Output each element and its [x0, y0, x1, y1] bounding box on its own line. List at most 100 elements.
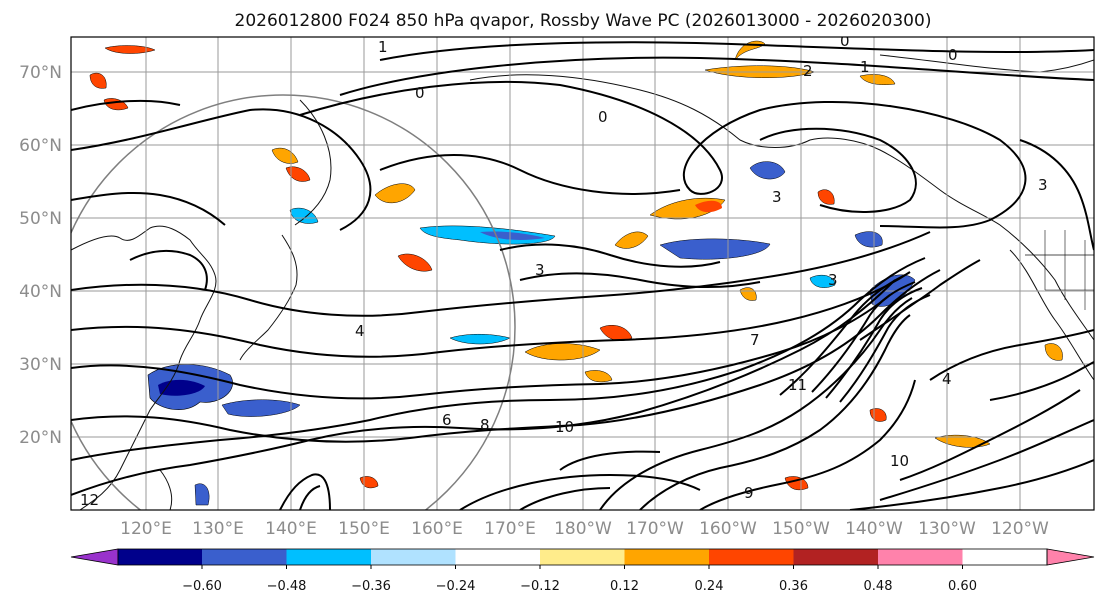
- neg-blob-east-of-japan: [221, 399, 301, 417]
- pos-blob-central-pac: [584, 370, 613, 383]
- lat-label: 60°N: [19, 136, 62, 156]
- lon-label: 160°E: [411, 519, 463, 539]
- contour-label: 9: [744, 484, 754, 502]
- contour-label: 0: [840, 32, 850, 50]
- pos-blob-kamchatka: [374, 183, 416, 204]
- colorbar-segment: [709, 549, 794, 565]
- lat-label: 20°N: [19, 428, 62, 448]
- contour-label: 4: [942, 370, 952, 388]
- figure-title: 2026012800 F024 850 hPa qvapor, Rossby W…: [235, 11, 932, 31]
- lon-label: 120°W: [991, 519, 1049, 539]
- neg-blob-gulf-alaska: [749, 161, 786, 180]
- pos-blob-north-pac-1-core: [695, 200, 722, 213]
- colorbar-tick-label: −0.36: [351, 579, 391, 594]
- colorbar-segment: [371, 549, 456, 565]
- lat-label: 50°N: [19, 209, 62, 229]
- contour-label: 10: [890, 452, 909, 470]
- neg-blob-western-pacific-core: [158, 379, 205, 396]
- contour-label: 3: [535, 261, 545, 279]
- borders-us-states: [1044, 230, 1094, 310]
- lon-label: 150°E: [338, 519, 390, 539]
- colorbar-segment: [878, 549, 963, 565]
- pos-blob-gulf-alaska: [817, 189, 835, 205]
- lon-label: 120°E: [120, 519, 172, 539]
- lon-label: 130°W: [918, 519, 976, 539]
- pos-blob-hawaii: [524, 343, 601, 361]
- colorbar: −0.60 −0.48 −0.36 −0.24 −0.12 0.12 0.24 0.36 0.4…: [70, 548, 1095, 594]
- contour-label: 7: [750, 331, 760, 349]
- colorbar-ticks: −0.60 −0.48 −0.36 −0.24 −0.12 0.12 0.24 0.36 0.4…: [182, 565, 977, 594]
- coast-kamchatka: [294, 99, 332, 226]
- colorbar-segment: [793, 549, 878, 565]
- coast-philippines: [159, 469, 173, 510]
- colorbar-frame: [117, 548, 1048, 566]
- lon-label: 170°W: [626, 519, 684, 539]
- longitude-labels: 120°E 130°E 140°E 150°E 160°E 170°E 180°…: [120, 519, 1049, 539]
- pos-blob-siberia-3: [103, 98, 129, 111]
- contour-label: 0: [598, 108, 608, 126]
- contour-label: 8: [480, 416, 490, 434]
- contour-label: 3: [772, 188, 782, 206]
- colorbar-segments: [118, 549, 1047, 565]
- colorbar-segment: [540, 549, 625, 565]
- lon-label: 140°E: [265, 519, 317, 539]
- contour-label: 3: [1038, 176, 1048, 194]
- coast-arctic: [879, 54, 1094, 73]
- qvapor-contours: [71, 41, 1094, 510]
- contour-label: 11: [788, 376, 807, 394]
- map-frame: [70, 36, 1095, 511]
- neg-blob-kuril-core: [480, 231, 545, 240]
- contour-label: 0: [948, 46, 958, 64]
- coast-na-west: [1009, 249, 1094, 381]
- colorbar-tick-label: 0.12: [610, 579, 639, 594]
- contour-label: 2: [803, 62, 813, 80]
- colorbar-tick-label: −0.48: [267, 579, 307, 594]
- contour-label: 6: [442, 411, 452, 429]
- colorbar-tick-label: −0.24: [436, 579, 476, 594]
- neg-blob-mid-pacific: [809, 274, 836, 288]
- pos-blob-kuril-s: [397, 253, 433, 272]
- lat-label: 40°N: [19, 282, 62, 302]
- pos-blob-siberia-2: [89, 72, 107, 89]
- pos-blob-siberia-1: [104, 45, 156, 54]
- lon-label: 180°W: [554, 519, 612, 539]
- neg-blob-north-pacific: [659, 238, 771, 260]
- contour-label: 4: [355, 322, 365, 340]
- contour-label-layer: 0 0 0 0 1 1 2 3 3 3 3 4 4 6 8 9 10 10 11…: [80, 32, 1048, 509]
- colorbar-tick-label: 0.36: [779, 579, 808, 594]
- colorbar-segment: [118, 549, 202, 565]
- colorbar-segment: [286, 549, 371, 565]
- colorbar-tick-label: −0.12: [520, 579, 560, 594]
- colorbar-segment: [962, 549, 1047, 565]
- lon-label: 130°E: [192, 519, 244, 539]
- lat-label: 30°N: [19, 355, 62, 375]
- contour-label: 1: [860, 58, 870, 76]
- contour-label: 12: [80, 491, 99, 509]
- colorbar-tick-label: 0.24: [695, 579, 724, 594]
- map-panel: 0 0 0 0 1 1 2 3 3 3 3 4 4 6 8 9 10 10 11…: [70, 32, 1095, 511]
- contour-label: 0: [415, 84, 425, 102]
- colorbar-segment: [455, 549, 540, 565]
- influence-radius-circle: [71, 94, 516, 510]
- latitude-labels: 70°N 60°N 50°N 40°N 30°N 20°N: [19, 63, 62, 448]
- neg-blob-aleutian: [854, 231, 883, 248]
- colorbar-segment: [202, 549, 287, 565]
- gridlines: [71, 37, 1094, 510]
- lon-label: 150°W: [772, 519, 830, 539]
- colorbar-extend-high: [1046, 548, 1095, 566]
- contour-label: 10: [555, 418, 574, 436]
- lon-label: 160°W: [699, 519, 757, 539]
- contour-label: 3: [828, 271, 838, 289]
- lon-label: 140°W: [845, 519, 903, 539]
- lat-label: 70°N: [19, 63, 62, 83]
- lon-label: 170°E: [484, 519, 536, 539]
- pos-blob-east-1: [934, 434, 991, 448]
- colorbar-tick-label: 0.48: [864, 579, 893, 594]
- coastlines: [71, 54, 1094, 510]
- pos-blob-north-pac-2: [614, 231, 649, 249]
- coast-east-asia: [71, 225, 217, 510]
- colorbar-extend-low: [70, 548, 119, 566]
- colorbar-segment: [624, 549, 709, 565]
- colorbar-tick-label: −0.60: [182, 579, 222, 594]
